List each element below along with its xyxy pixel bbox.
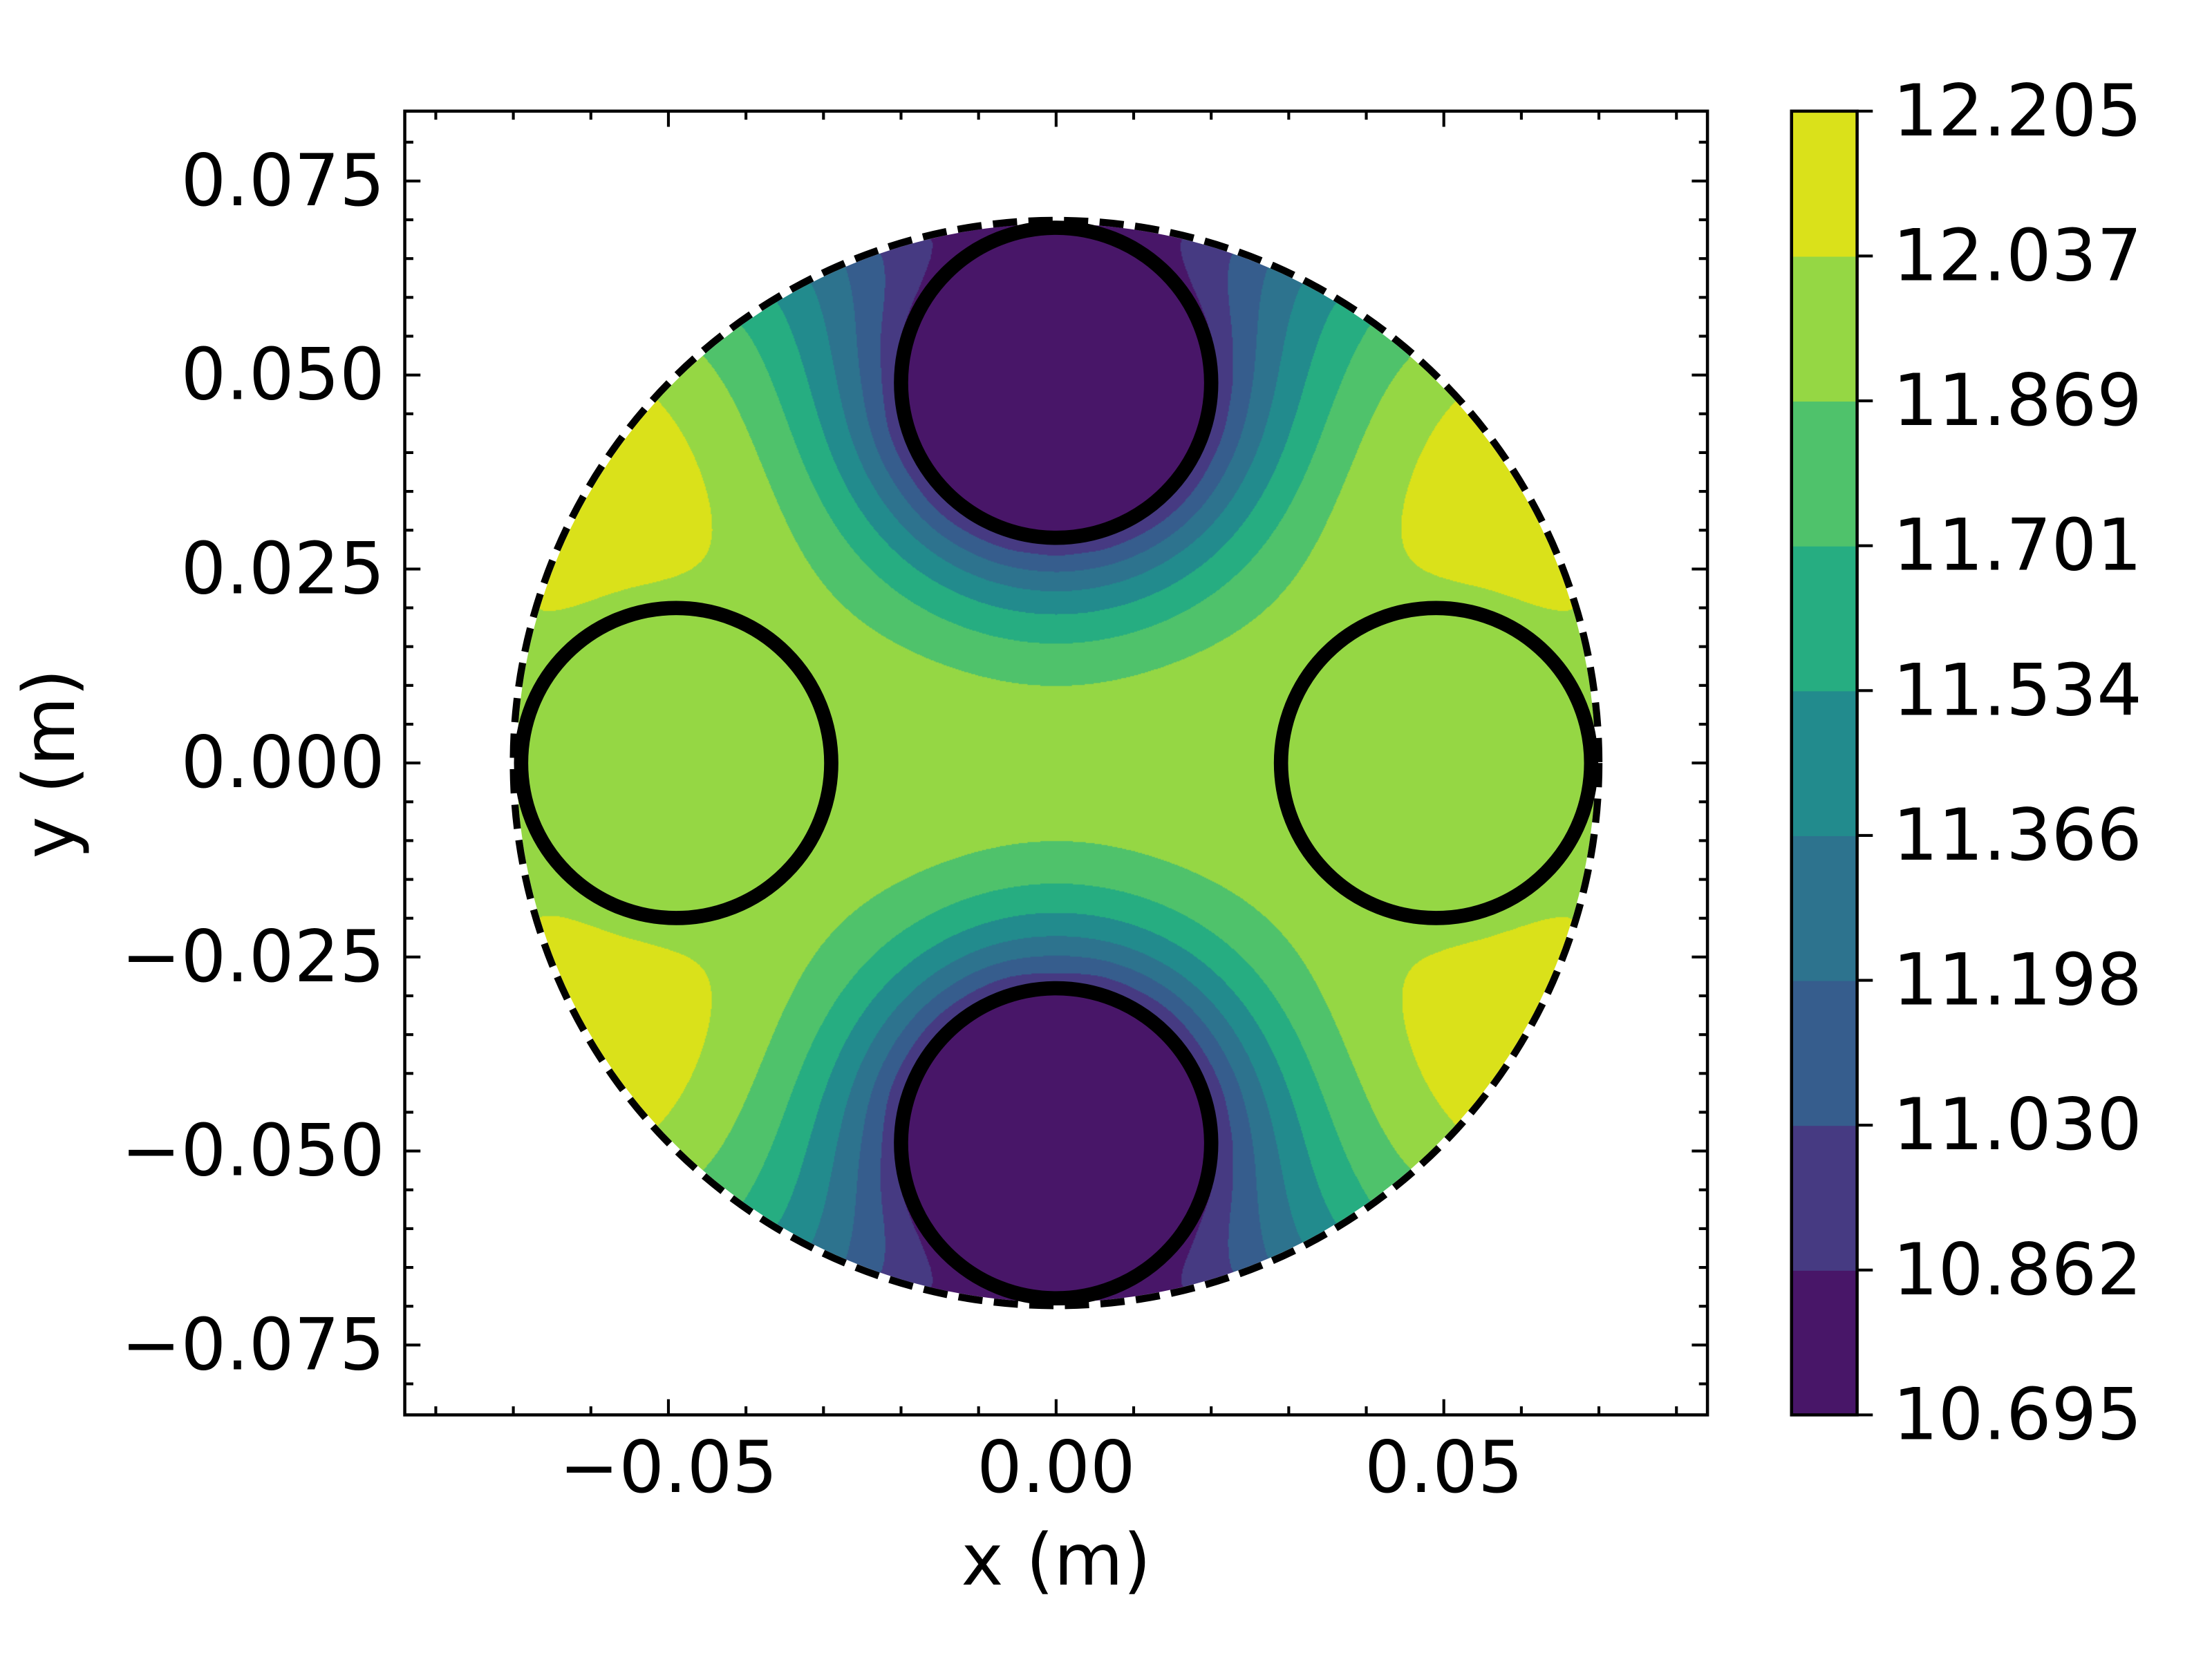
colorbar: 10.695 10.862 11.030 11.198 11.366 11.534 11.7… (1790, 70, 2142, 1456)
colorbar-tick-label: 12.205 (1893, 70, 2142, 153)
cylinder-outline (1273, 601, 1599, 925)
colorbar-tick-label: 11.534 (1893, 649, 2142, 732)
colorbar-band (1791, 256, 1857, 402)
colorbar-frame (1790, 109, 1859, 1417)
geometry-outlines (509, 216, 1603, 1310)
y-tick-label: 0.075 (181, 140, 385, 223)
colorbar-band (1791, 401, 1857, 547)
colorbar-band (1791, 1125, 1857, 1271)
plot-frame (403, 109, 1709, 1417)
x-tick-label: 0.05 (1365, 1426, 1524, 1509)
y-tick-label: 0.050 (181, 334, 385, 417)
y-tick-label: −0.075 (121, 1303, 384, 1386)
contour-field-layer (513, 220, 1600, 1307)
y-tick-label: −0.050 (121, 1110, 384, 1193)
x-axis-label: x (m) (962, 1519, 1152, 1602)
y-axis-label: y (m) (8, 669, 91, 859)
colorbar-tick-label: 11.701 (1893, 504, 2142, 587)
colorbar-tick-label: 11.869 (1893, 359, 2142, 442)
colorbar-tick-label: 11.198 (1893, 939, 2142, 1022)
x-tick-label: 0.00 (977, 1426, 1136, 1509)
x-tick-labels: −0.05 0.00 0.05 (559, 1426, 1523, 1509)
cylinder-outline (894, 220, 1219, 545)
colorbar-band (1791, 1269, 1857, 1416)
contour-field (513, 220, 1600, 1307)
cylinder-outline (514, 601, 838, 925)
colorbar-tick-label: 11.030 (1893, 1084, 2142, 1167)
colorbar-tick-label: 10.695 (1893, 1373, 2142, 1456)
colorbar-band (1791, 980, 1857, 1126)
colorbar-band (1791, 545, 1857, 692)
domain-boundary-dashed (509, 216, 1603, 1310)
colorbar-tick-label: 10.862 (1893, 1229, 2142, 1312)
colorbar-band (1791, 690, 1857, 836)
colorbar-band (1791, 835, 1857, 981)
y-tick-label: 0.000 (181, 721, 385, 804)
y-tick-label: 0.025 (181, 527, 385, 610)
y-tick-labels: −0.075 −0.050 −0.025 0.000 0.025 0.050 0.075 (121, 140, 384, 1386)
colorbar-band (1791, 111, 1857, 257)
y-tick-label: −0.025 (121, 916, 384, 999)
x-tick-label: −0.05 (559, 1426, 778, 1509)
colorbar-tick-label: 11.366 (1893, 794, 2142, 877)
colorbar-tick-label: 12.037 (1893, 214, 2142, 297)
cylinder-outline (894, 981, 1219, 1306)
